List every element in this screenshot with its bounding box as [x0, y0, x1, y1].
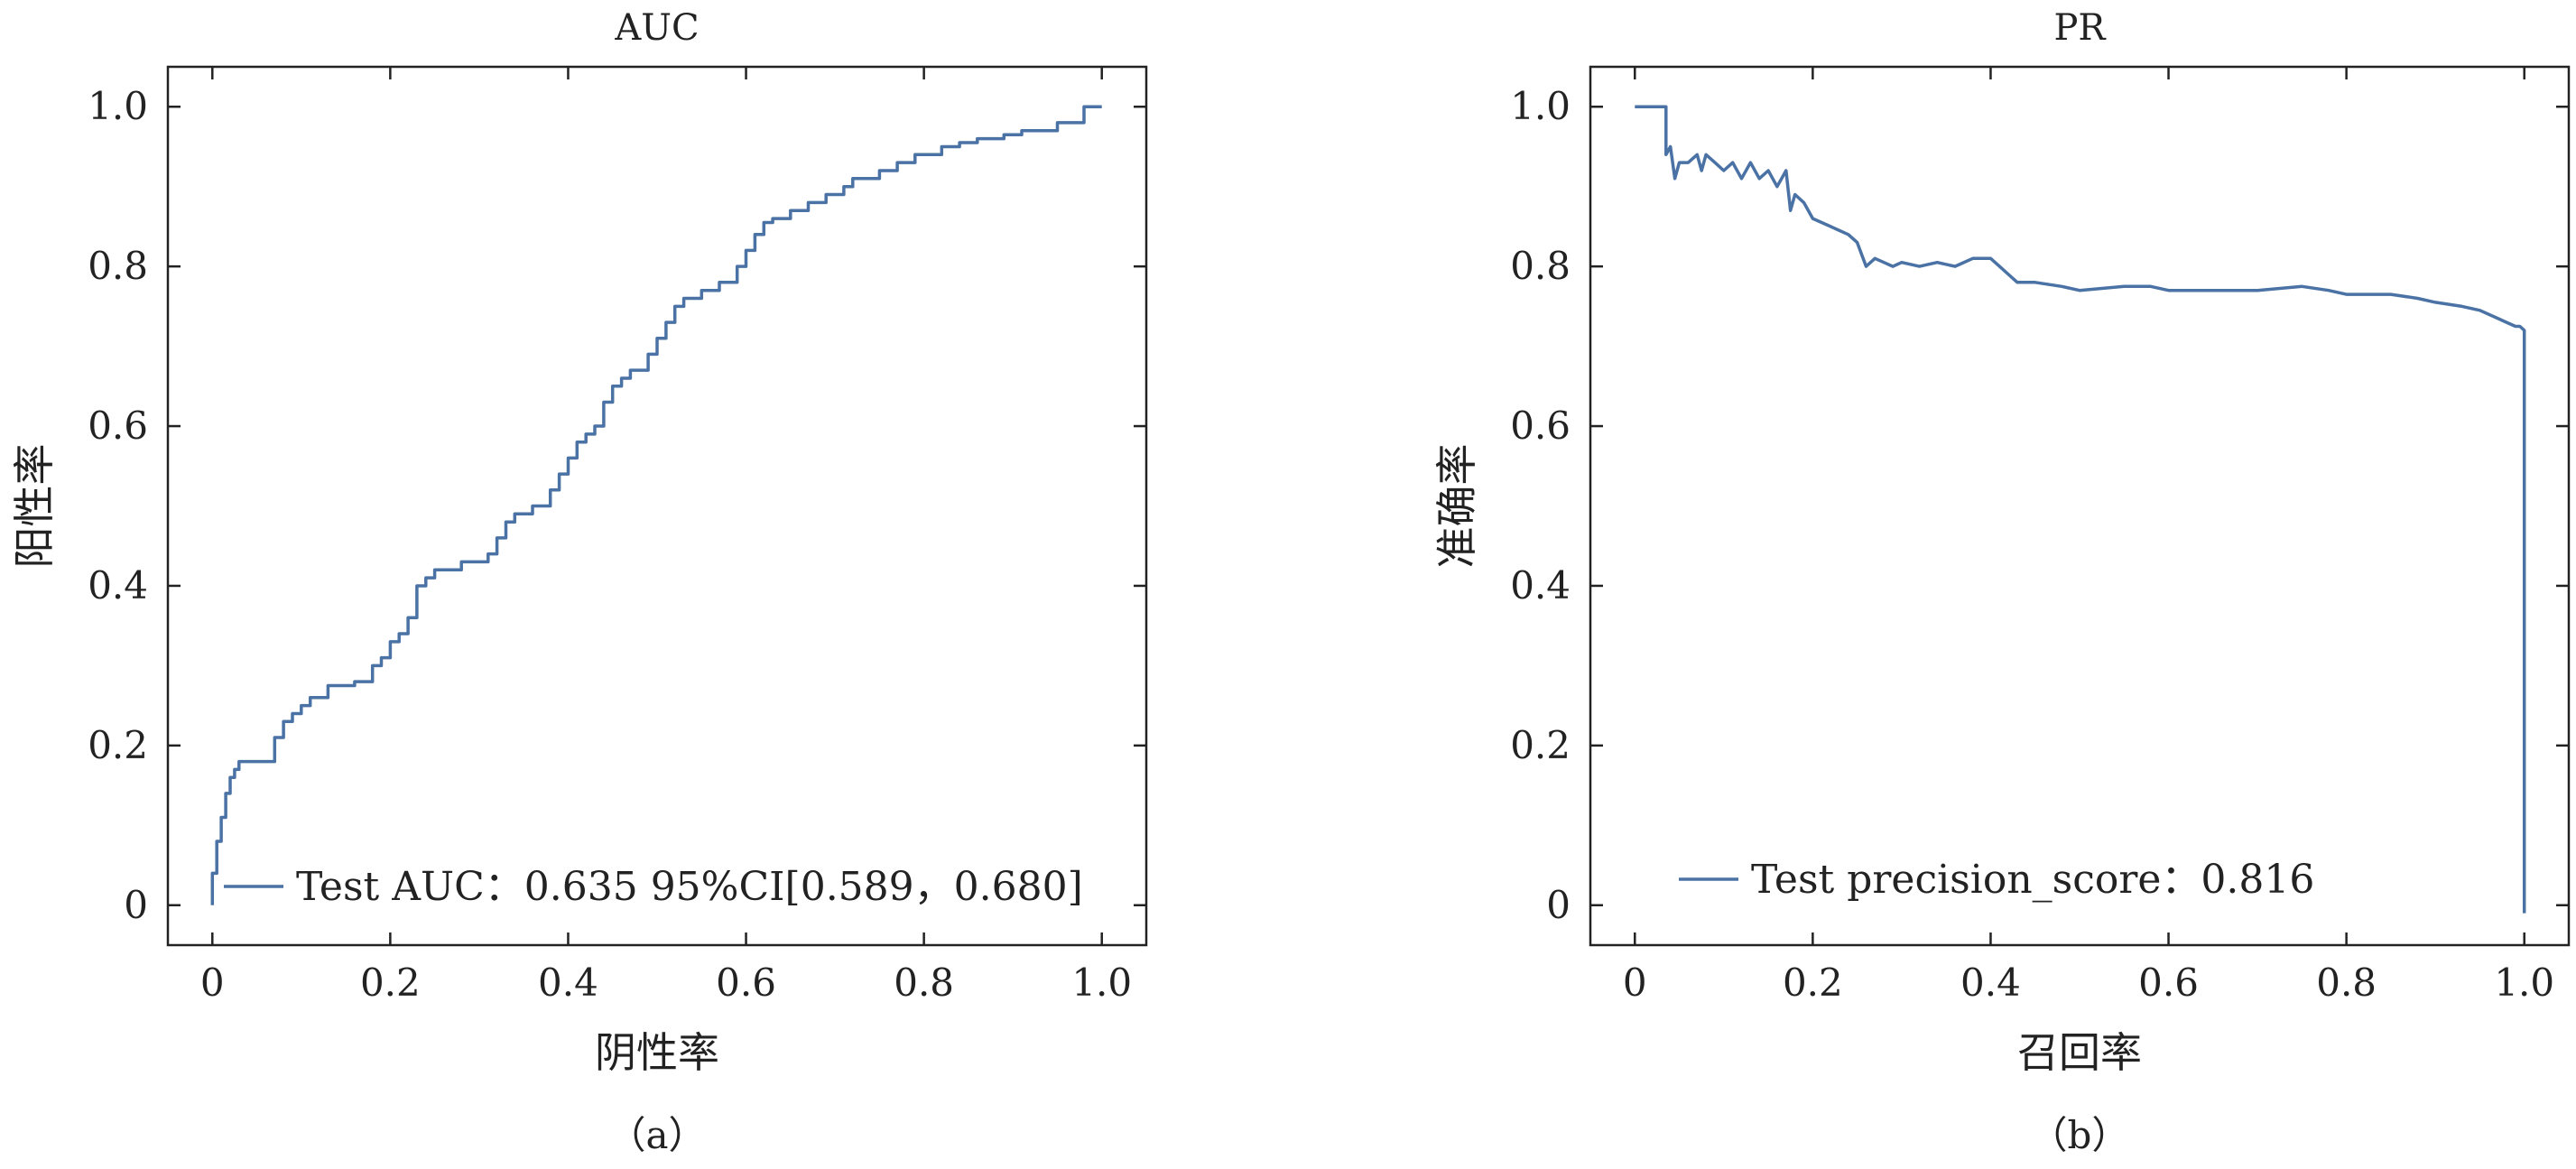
pr-y-tick-label: 0 [1546, 883, 1571, 927]
auc-chart-title: AUC [614, 7, 699, 49]
auc-x-tick-label: 0.8 [894, 960, 954, 1005]
auc-x-tick-label: 0.2 [360, 960, 421, 1005]
pr-y-tick-label: 0.8 [1510, 244, 1571, 288]
auc-legend-label: Test AUC：0.635 95%CI[0.589，0.680] [296, 864, 1083, 910]
auc-y-tick-label: 1.0 [88, 84, 148, 128]
pr-x-tick-label: 0 [1623, 960, 1647, 1005]
auc-panel-caption: （a） [607, 1113, 706, 1157]
pr-y-axis-label: 准确率 [1432, 444, 1481, 569]
auc-plot-frame [166, 65, 1148, 947]
pr-legend-label: Test precision_score：0.816 [1751, 857, 2314, 903]
auc-y-tick-label: 0.8 [88, 244, 148, 288]
pr-x-tick-label: 0.4 [1960, 960, 2021, 1005]
auc-y-tick-label: 0.4 [88, 563, 148, 608]
pr-x-tick-label: 0.2 [1783, 960, 1843, 1005]
pr-y-tick-label: 0.4 [1510, 563, 1571, 608]
auc-y-tick-label: 0.2 [88, 723, 148, 767]
pr-plot-frame [1589, 65, 2571, 947]
pr-y-tick-label: 0.2 [1510, 723, 1571, 767]
auc-x-tick-label: 0.6 [716, 960, 776, 1005]
auc-x-axis-label: 阴性率 [595, 1028, 719, 1077]
auc-x-tick-label: 1.0 [1071, 960, 1132, 1005]
pr-series-line [1635, 105, 2526, 914]
pr-panel-caption: （b） [2030, 1113, 2130, 1157]
auc-y-axis-label: 阳性率 [10, 444, 59, 569]
auc-x-tick-label: 0 [200, 960, 225, 1005]
pr-x-tick-label: 0.8 [2316, 960, 2377, 1005]
pr-chart-panel: 0 0.2 0.4 0.6 0.8 1.0 0 0.2 0.4 0.6 0.8 1.0 PR 召回率 准确率… [1432, 7, 2571, 1157]
auc-series-line [210, 105, 1102, 905]
auc-chart-panel: 0 0.2 0.4 0.6 0.8 1.0 0 0.2 0.4 0.6 0.8 1.0 AUC 阴性率 阳性… [10, 7, 1148, 1157]
pr-x-tick-label: 1.0 [2494, 960, 2554, 1005]
auc-x-tick-label: 0.4 [538, 960, 598, 1005]
pr-chart-title: PR [2053, 7, 2107, 49]
pr-y-tick-label: 0.6 [1510, 404, 1571, 448]
pr-y-tick-label: 1.0 [1510, 84, 1571, 128]
auc-y-tick-label: 0 [124, 883, 148, 927]
auc-y-tick-label: 0.6 [88, 404, 148, 448]
pr-x-tick-label: 0.6 [2138, 960, 2199, 1005]
pr-x-axis-label: 召回率 [2017, 1028, 2142, 1077]
